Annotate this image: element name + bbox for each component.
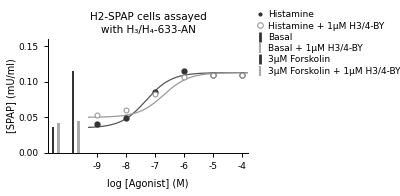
Bar [57, 123, 60, 153]
Bar [52, 127, 54, 153]
Bar [72, 71, 74, 153]
Bar [77, 121, 80, 153]
Legend: Histamine, Histamine + 1μM H3/4-BY, Basal, Basal + 1μM H3/4-BY, 3μM Forskolin, 3: Histamine, Histamine + 1μM H3/4-BY, Basa… [256, 10, 400, 76]
Text: H2-SPAP cells assayed
with H₃/H₄-633-AN: H2-SPAP cells assayed with H₃/H₄-633-AN [90, 12, 206, 35]
Y-axis label: [SPAP] (mU/ml): [SPAP] (mU/ml) [6, 59, 16, 133]
Text: log [Agonist] (M): log [Agonist] (M) [107, 179, 189, 189]
